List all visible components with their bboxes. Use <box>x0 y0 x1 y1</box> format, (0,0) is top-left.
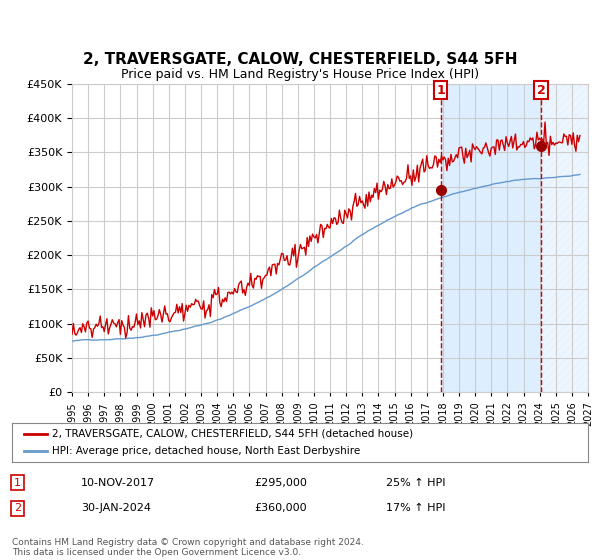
Text: 1: 1 <box>436 84 445 97</box>
Text: 1: 1 <box>14 478 21 488</box>
Text: 2: 2 <box>536 84 545 97</box>
Bar <box>440 84 541 392</box>
Text: Price paid vs. HM Land Registry's House Price Index (HPI): Price paid vs. HM Land Registry's House … <box>121 68 479 81</box>
Text: Contains HM Land Registry data © Crown copyright and database right 2024.
This d: Contains HM Land Registry data © Crown c… <box>12 538 364 557</box>
Text: 30-JAN-2024: 30-JAN-2024 <box>81 503 151 514</box>
Text: 17% ↑ HPI: 17% ↑ HPI <box>386 503 446 514</box>
Bar <box>541 84 588 392</box>
Text: 2, TRAVERSGATE, CALOW, CHESTERFIELD, S44 5FH (detached house): 2, TRAVERSGATE, CALOW, CHESTERFIELD, S44… <box>52 429 413 439</box>
Text: £295,000: £295,000 <box>254 478 307 488</box>
Text: HPI: Average price, detached house, North East Derbyshire: HPI: Average price, detached house, Nort… <box>52 446 361 456</box>
Text: 25% ↑ HPI: 25% ↑ HPI <box>386 478 446 488</box>
Text: 10-NOV-2017: 10-NOV-2017 <box>81 478 155 488</box>
Text: 2, TRAVERSGATE, CALOW, CHESTERFIELD, S44 5FH: 2, TRAVERSGATE, CALOW, CHESTERFIELD, S44… <box>83 52 517 67</box>
Text: 2: 2 <box>14 503 22 514</box>
Text: £360,000: £360,000 <box>254 503 307 514</box>
